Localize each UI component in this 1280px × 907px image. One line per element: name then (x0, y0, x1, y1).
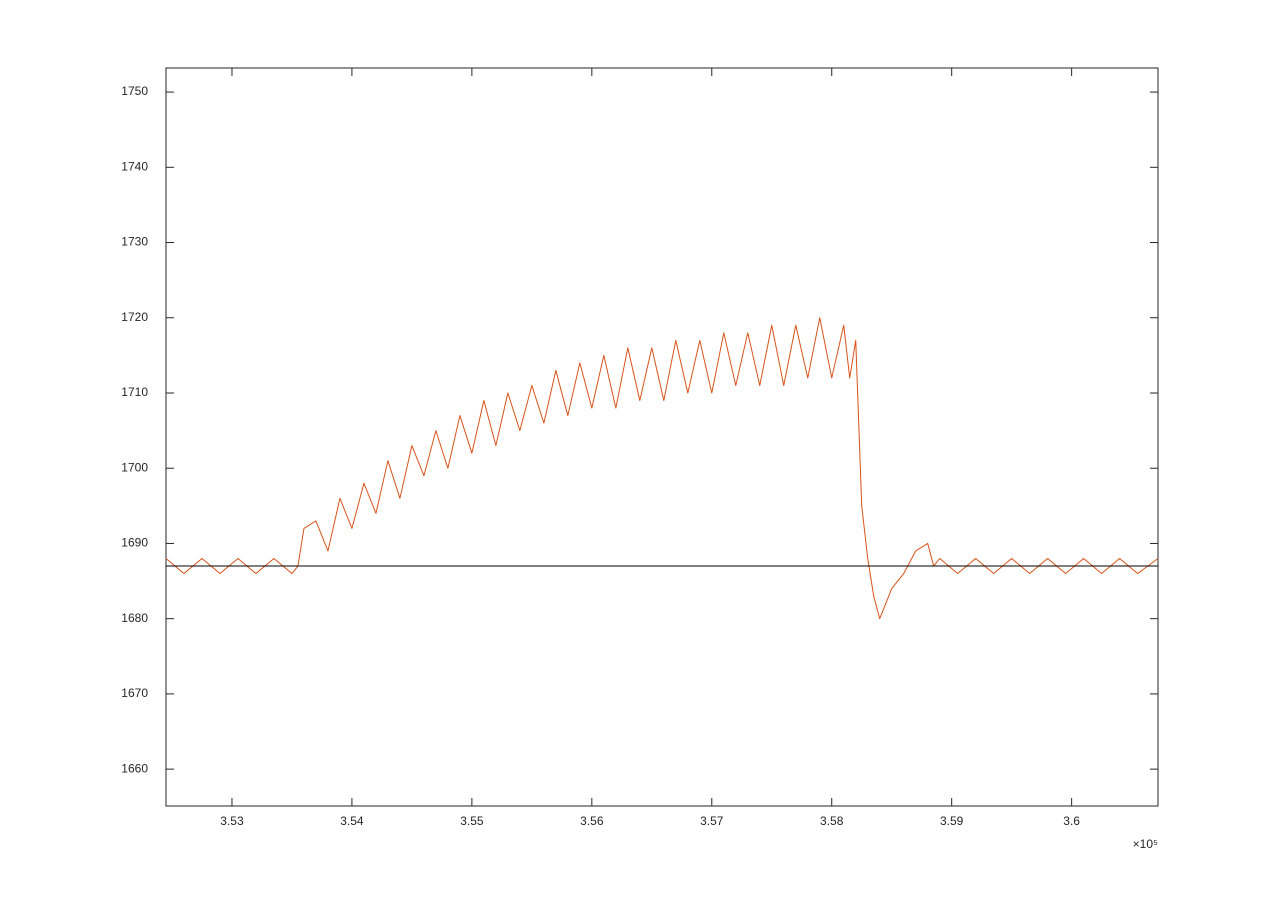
y-tick-label: 1680 (121, 611, 148, 625)
y-tick-label: 1710 (121, 385, 148, 399)
y-tick-label: 1740 (121, 159, 148, 173)
data-line (165, 317, 1159, 620)
x-exponent-label: ×10⁵ (1133, 837, 1158, 851)
x-tick-label: 3.59 (940, 814, 964, 828)
x-tick-label: 3.56 (580, 814, 604, 828)
x-tick-label: 3.6 (1063, 814, 1080, 828)
x-tick-label: 3.58 (820, 814, 844, 828)
y-tick-label: 1730 (121, 235, 148, 249)
x-tick-label: 3.54 (340, 814, 364, 828)
y-tick-label: 1670 (121, 686, 148, 700)
y-tick-label: 1750 (121, 84, 148, 98)
y-tick-label: 1720 (121, 310, 148, 324)
y-tick-label: 1700 (121, 460, 148, 474)
axes-box (165, 67, 1159, 807)
x-tick-label: 3.55 (460, 814, 484, 828)
y-tick-label: 1660 (121, 761, 148, 775)
x-tick-label: 3.57 (700, 814, 724, 828)
x-tick-label: 3.53 (220, 814, 244, 828)
y-tick-label: 1690 (121, 536, 148, 550)
